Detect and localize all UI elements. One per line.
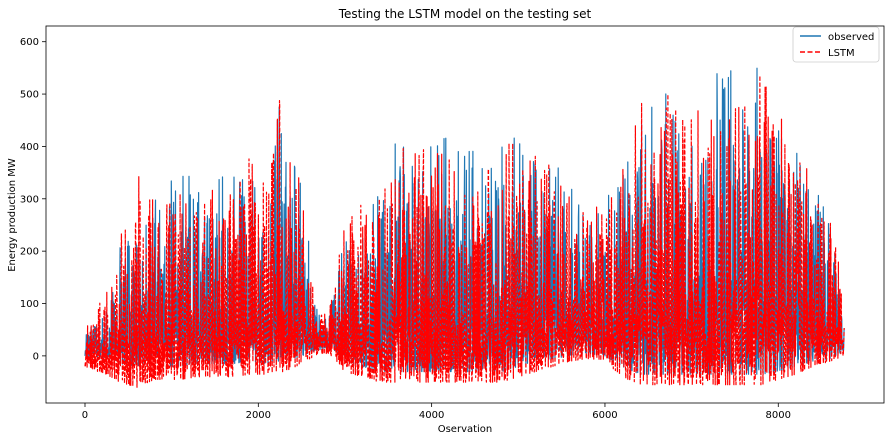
plot-area [45, 25, 885, 404]
x-tick-label: 6000 [592, 410, 617, 421]
plot-frame [45, 25, 885, 404]
y-tick-label: 400 [20, 142, 39, 153]
y-tick-label: 100 [20, 299, 39, 310]
y-tick-label: 300 [20, 194, 39, 205]
x-tick-label: 4000 [419, 410, 444, 421]
y-tick-label: 500 [20, 90, 39, 101]
y-tick-label: 200 [20, 247, 39, 258]
y-tick-label: 600 [20, 37, 39, 48]
x-tick-label: 2000 [246, 410, 271, 421]
y-axis: 0 100 200 300 400 500 600 [20, 37, 46, 362]
x-axis-label: Oservation [438, 424, 493, 435]
series-layer [84, 67, 845, 388]
legend-label-observed: observed [828, 32, 874, 43]
legend-label-lstm: LSTM [828, 48, 855, 59]
x-tick-label: 0 [82, 410, 88, 421]
y-axis-label: Energy production MW [7, 158, 18, 272]
chart-title: Testing the LSTM model on the testing se… [338, 7, 592, 21]
series-line-lstm [84, 75, 845, 388]
legend: observed LSTM [792, 26, 880, 63]
y-tick-label: 0 [33, 351, 39, 362]
x-axis: 0 2000 4000 6000 8000 [82, 403, 791, 421]
x-tick-label: 8000 [766, 410, 791, 421]
